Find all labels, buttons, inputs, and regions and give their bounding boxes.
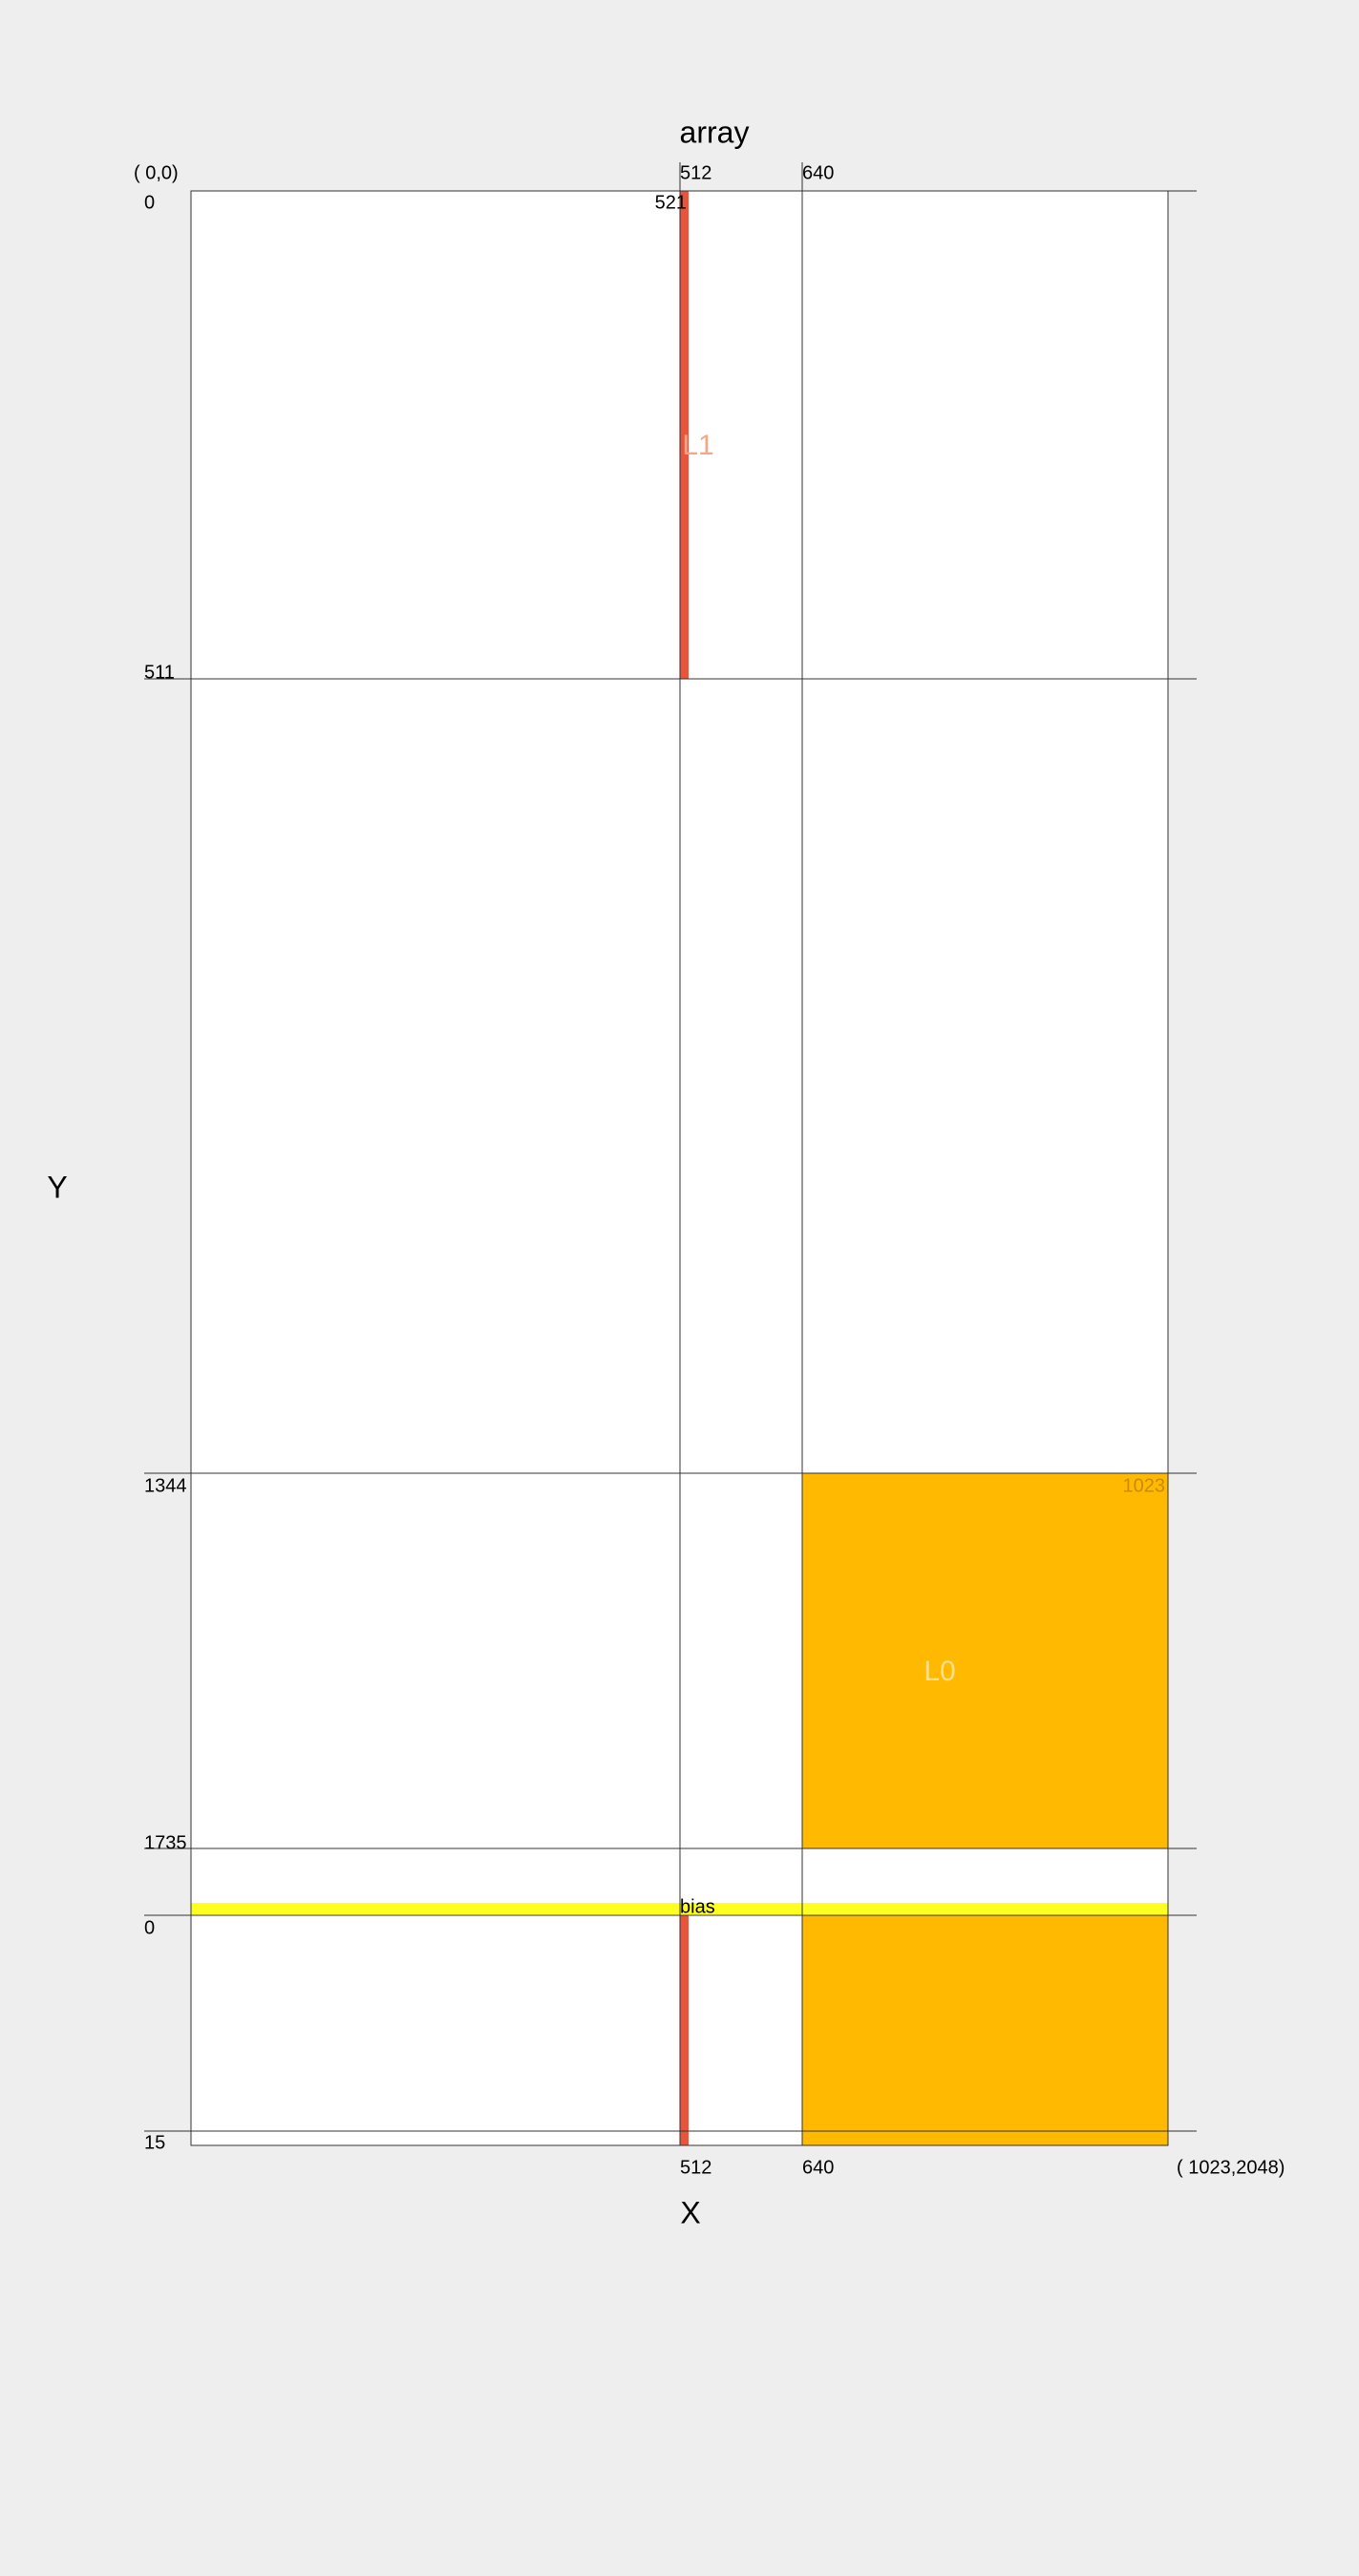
bias-label: bias [680,1896,715,1917]
bottom-label: 640 [802,2157,834,2178]
bottom-label: 512 [680,2157,711,2178]
left-label: 1344 [144,1475,187,1496]
x-axis-label: X [680,2195,700,2229]
l0-label: L0 [924,1656,955,1687]
l1-label: L1 [682,430,713,461]
corner-label: ( 1023,2048) [1177,2157,1285,2178]
l1-bias-region [680,1915,689,2145]
y-axis-label: Y [47,1170,67,1204]
l0-bias-region [802,1915,1168,2145]
l0-end-label: 1023 [1123,1475,1166,1496]
l1-end-label: 521 [655,192,687,213]
left-label: 0 [144,192,155,213]
left-label: 0 [144,1917,155,1938]
top-label: 640 [802,162,834,183]
left-label: 511 [144,662,175,683]
corner-label: ( 0,0) [134,162,179,183]
title: array [680,115,750,149]
l1-region [680,191,689,679]
l0-region [802,1473,1168,1848]
top-label: 512 [680,162,711,183]
left-label: 15 [144,2132,165,2153]
left-label: 1735 [144,1832,187,1853]
